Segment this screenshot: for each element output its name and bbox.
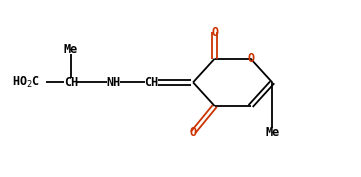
- Text: O: O: [211, 26, 218, 39]
- Text: Me: Me: [64, 43, 78, 56]
- Text: O: O: [190, 126, 197, 139]
- Text: NH: NH: [107, 76, 121, 89]
- Text: HO$_2$C: HO$_2$C: [12, 75, 40, 90]
- Text: Me: Me: [265, 126, 279, 139]
- Text: O: O: [247, 52, 254, 65]
- Text: CH: CH: [145, 76, 159, 89]
- Text: CH: CH: [64, 76, 78, 89]
